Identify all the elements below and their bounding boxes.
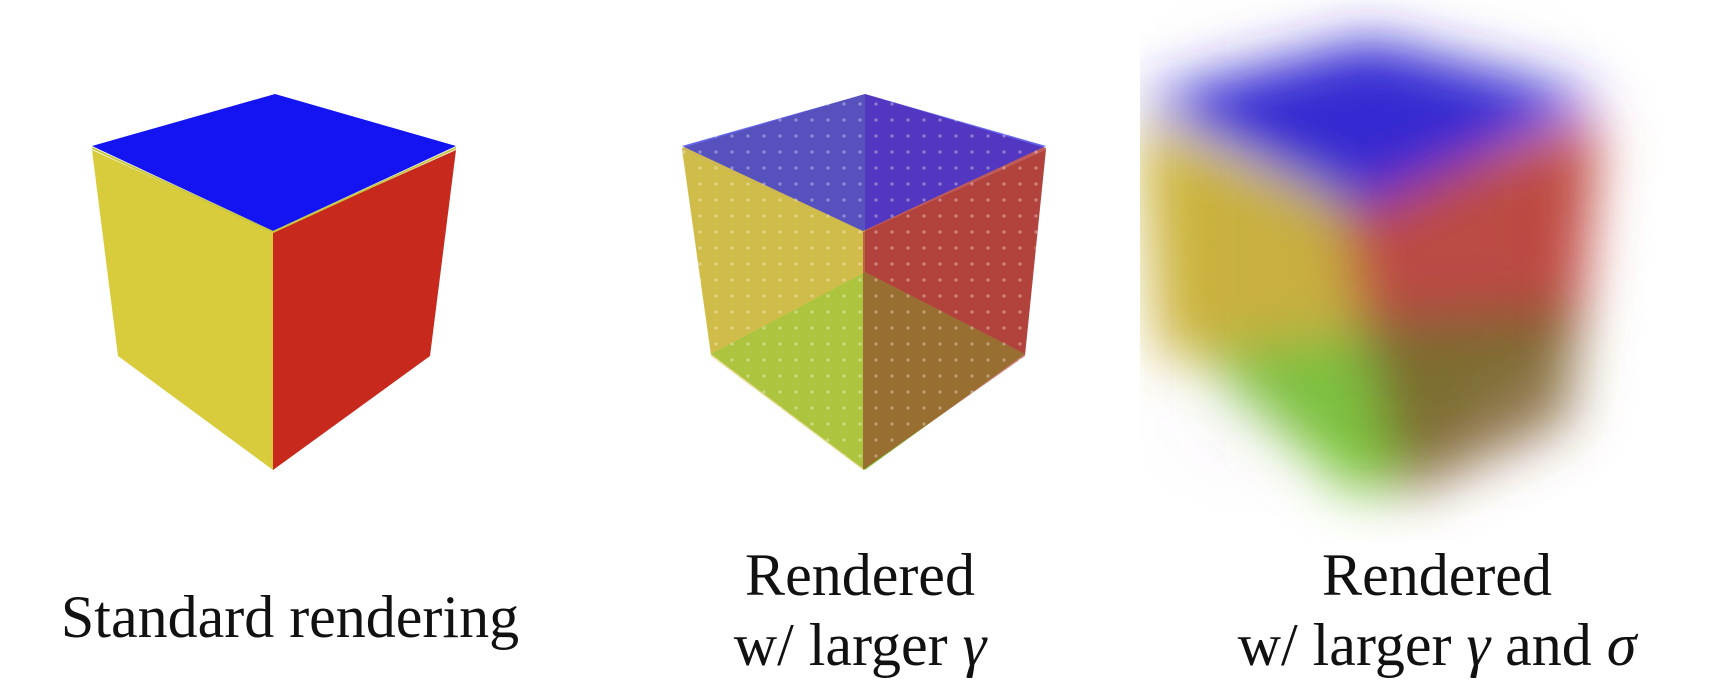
cube-right-face: [273, 150, 456, 470]
caption-line: Standard rendering: [60, 584, 520, 650]
caption-larger-gamma: Rendered w/ larger γ: [580, 540, 1140, 680]
gamma-symbol: γ: [1466, 612, 1491, 678]
sigma-symbol: σ: [1606, 612, 1637, 678]
cube-left-face: [92, 150, 273, 470]
panel-larger-gamma-sigma: Rendered w/ larger γ and σ: [1140, 0, 1734, 696]
caption-line1: Rendered: [745, 542, 975, 608]
cube-top-face: [92, 94, 456, 231]
gamma-symbol: γ: [962, 612, 987, 678]
caption-line2: w/ larger γ and σ: [1237, 612, 1637, 678]
cube-transparent: [682, 94, 1046, 470]
caption-line2: w/ larger γ: [733, 612, 987, 678]
panel-standard: Standard rendering: [0, 0, 580, 696]
cube-blurred: [1140, 40, 1600, 500]
caption-line1: Rendered: [1322, 542, 1552, 608]
dot-texture: [682, 94, 1046, 470]
caption-standard: Standard rendering: [20, 582, 560, 652]
cube-edge: [91, 147, 457, 234]
blur-haze: [1200, 60, 1540, 440]
cube-standard: [91, 94, 457, 470]
panel-larger-gamma: Rendered w/ larger γ: [580, 0, 1140, 696]
caption-larger-gamma-sigma: Rendered w/ larger γ and σ: [1140, 540, 1734, 680]
